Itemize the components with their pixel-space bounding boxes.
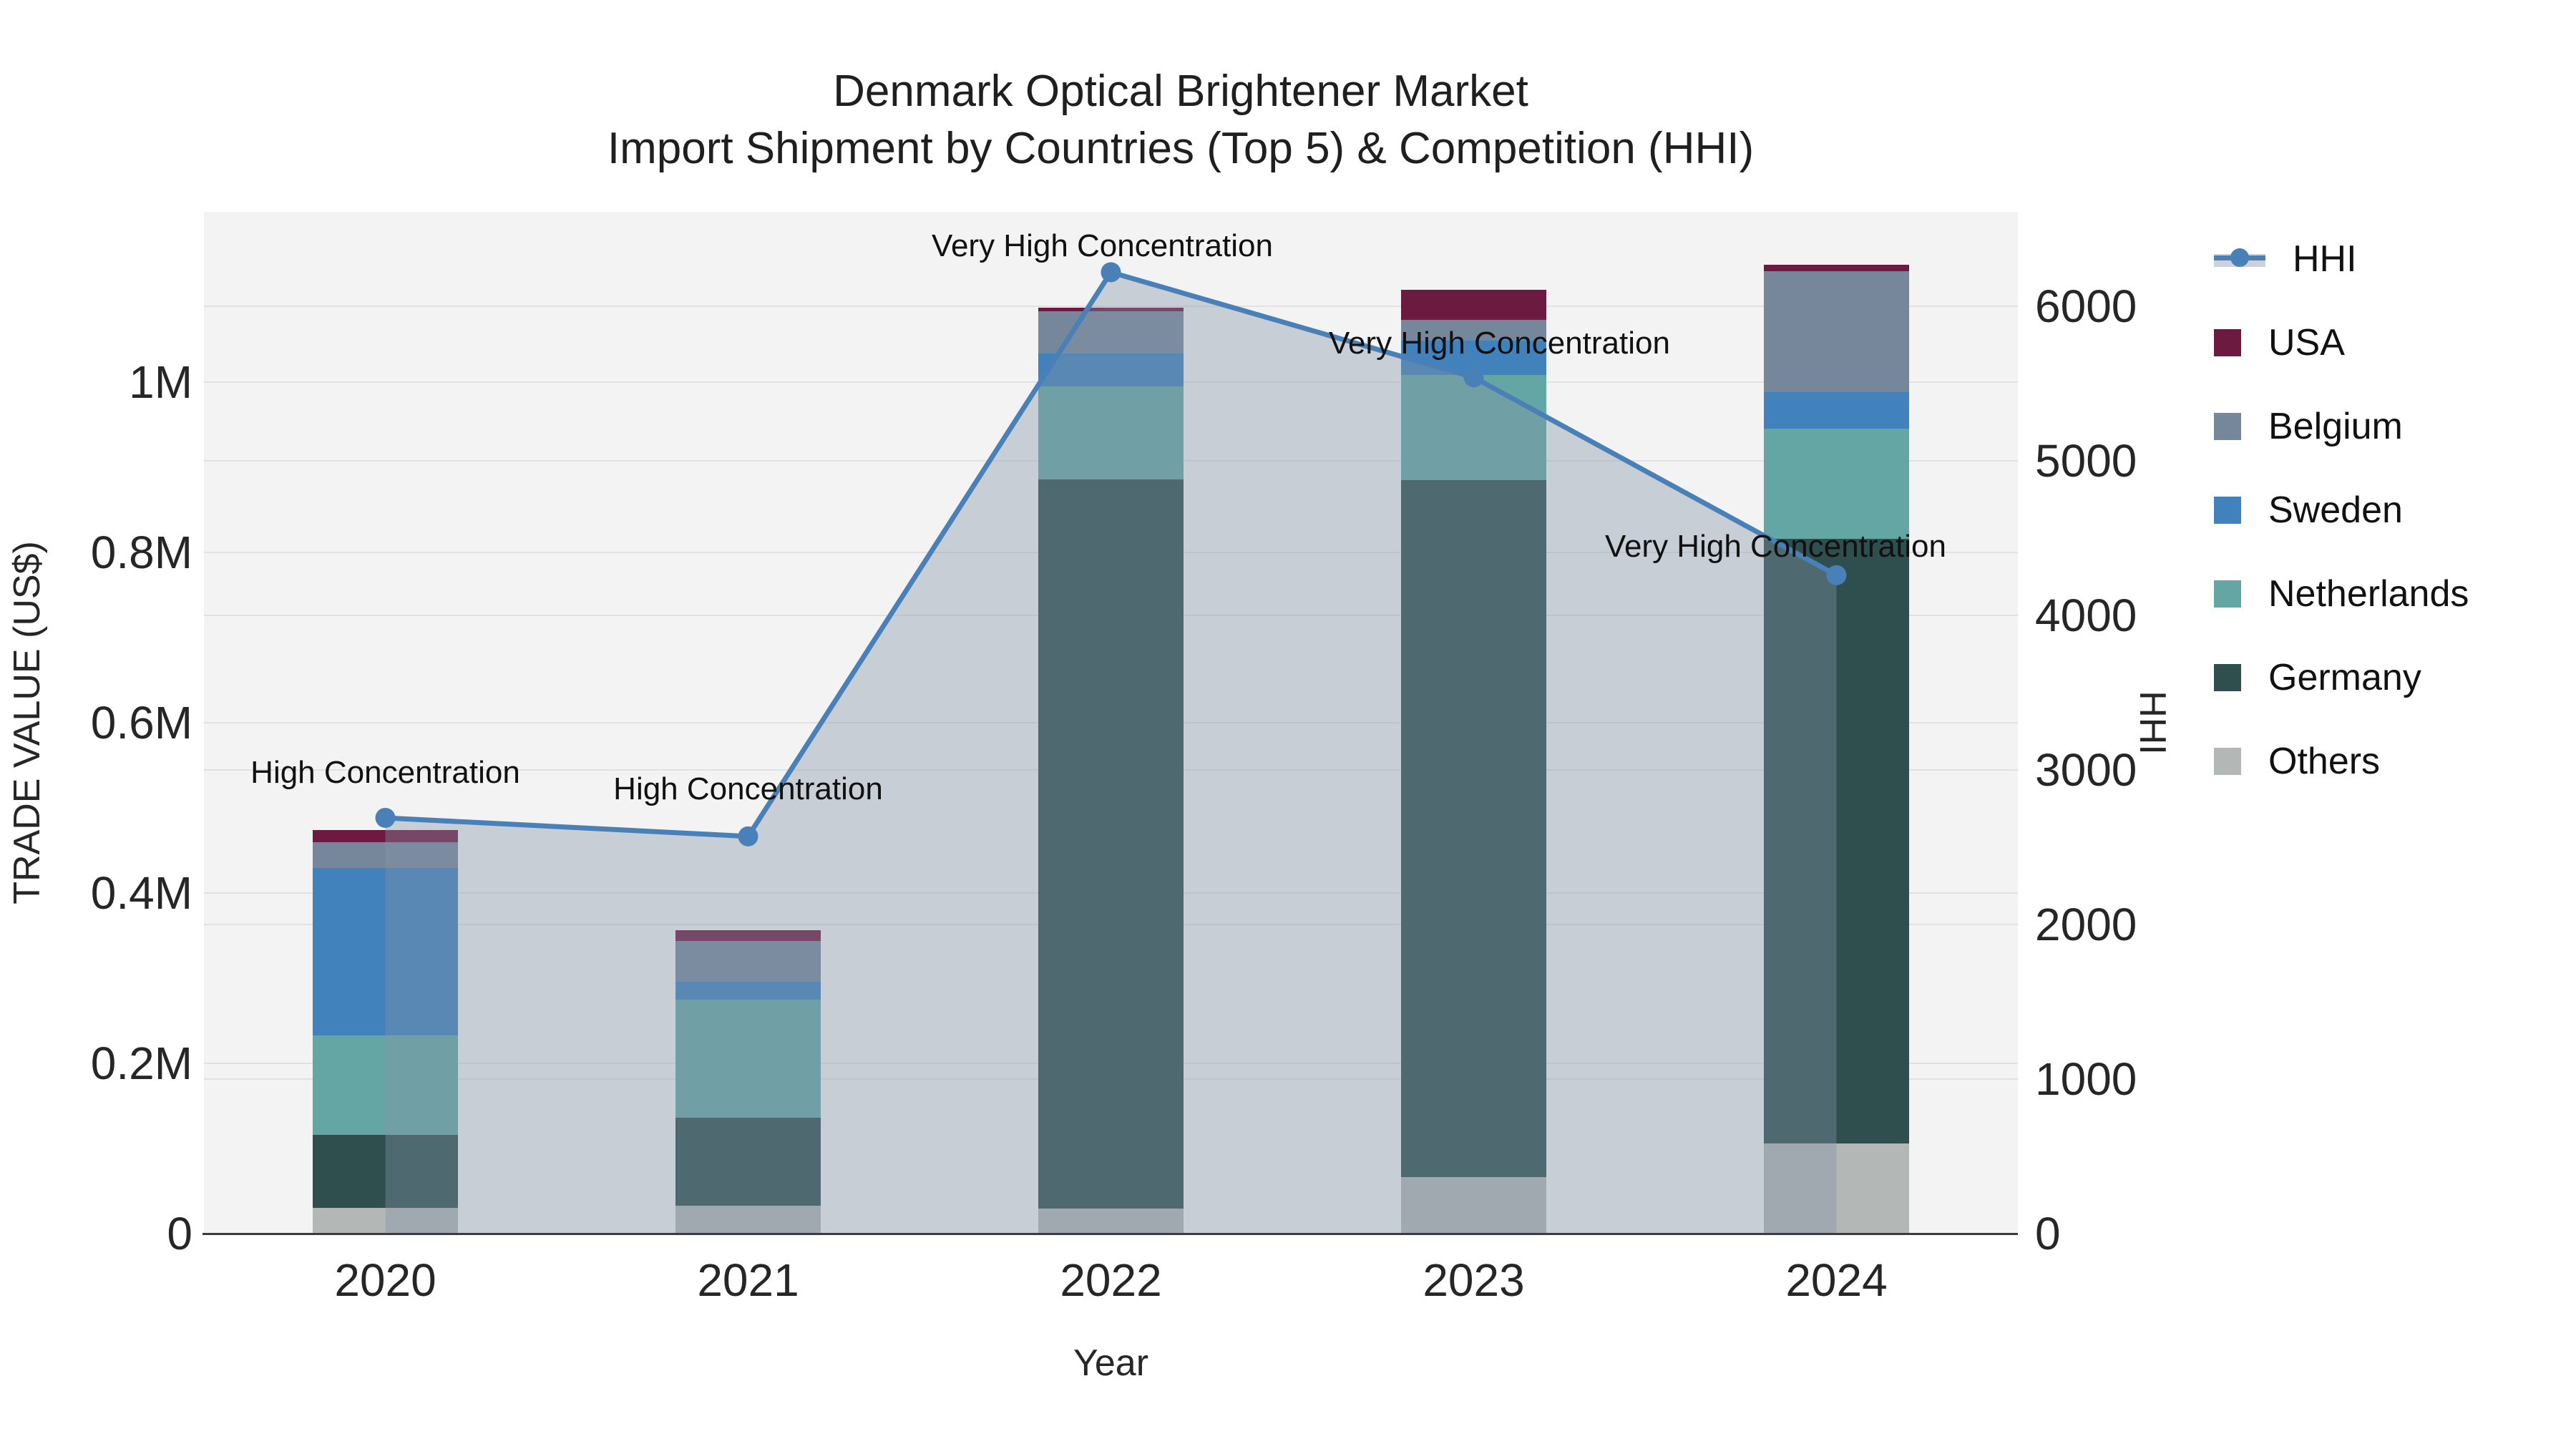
- x-tick-2021: 2021: [697, 1254, 799, 1306]
- bar-segment-germany-2022[interactable]: [1038, 479, 1184, 1209]
- annotation-2024: Very High Concentration: [1605, 528, 1946, 564]
- annotation-2023: Very High Concentration: [1329, 326, 1670, 361]
- chart-title-line1: Denmark Optical Brightener Market: [833, 67, 1528, 116]
- legend-label-germany: Germany: [2268, 657, 2421, 698]
- bar-segment-usa-2021[interactable]: [675, 930, 821, 941]
- hhi-marker-2024[interactable]: [1826, 565, 1847, 585]
- legend-swatch-germany: [2214, 664, 2241, 691]
- bar-segment-others-2020[interactable]: [313, 1208, 458, 1234]
- x-axis-line: [203, 1233, 2018, 1235]
- legend-item-sweden[interactable]: Sweden: [2214, 489, 2469, 532]
- legend: HHI USA Belgium Sweden Netherlands Germany Oth…: [2214, 238, 2469, 824]
- bar-segment-usa-2022[interactable]: [1038, 308, 1184, 312]
- y-left-tick-0.4M: 0.4M: [90, 867, 192, 919]
- bar-segment-belgium-2020[interactable]: [313, 841, 458, 869]
- x-tick-2022: 2022: [1060, 1254, 1162, 1306]
- bar-segment-usa-2023[interactable]: [1401, 290, 1546, 321]
- bar-segment-netherlands-2020[interactable]: [313, 1035, 458, 1135]
- legend-label-usa: USA: [2268, 322, 2345, 364]
- y-right-tick-2000: 2000: [2035, 898, 2137, 950]
- hhi-marker-2022[interactable]: [1101, 262, 1121, 283]
- hhi-marker-sample: [2230, 248, 2249, 267]
- annotation-2022: Very High Concentration: [932, 228, 1273, 264]
- legend-item-usa[interactable]: USA: [2214, 321, 2469, 364]
- x-tick-2024: 2024: [1785, 1254, 1888, 1306]
- hhi-line-sample-icon: [2214, 245, 2265, 273]
- bar-segment-usa-2024[interactable]: [1764, 264, 1909, 272]
- bar-segment-germany-2020[interactable]: [313, 1134, 458, 1209]
- legend-swatch-usa: [2214, 329, 2241, 356]
- bar-segment-netherlands-2021[interactable]: [675, 999, 821, 1118]
- legend-swatch-sweden: [2214, 497, 2241, 524]
- x-tick-2023: 2023: [1423, 1254, 1525, 1306]
- y-left-tick-0.6M: 0.6M: [90, 697, 192, 748]
- legend-swatch-netherlands: [2214, 580, 2241, 608]
- legend-swatch-others: [2214, 748, 2241, 775]
- hhi-line-layer: [375, 262, 1847, 1234]
- hhi-area-fill: [385, 272, 1837, 1234]
- annotation-2020: High Concentration: [250, 754, 520, 790]
- legend-item-others[interactable]: Others: [2214, 740, 2469, 783]
- bar-segment-sweden-2021[interactable]: [675, 981, 821, 1000]
- bar-segment-sweden-2022[interactable]: [1038, 353, 1184, 386]
- bar-segment-others-2024[interactable]: [1764, 1143, 1909, 1234]
- legend-item-belgium[interactable]: Belgium: [2214, 405, 2469, 448]
- hhi-marker-2023[interactable]: [1463, 367, 1484, 388]
- bar-segment-sweden-2024[interactable]: [1764, 392, 1909, 429]
- legend-item-germany[interactable]: Germany: [2214, 656, 2469, 699]
- chart-title-line2: Import Shipment by Countries (Top 5) & C…: [607, 124, 1755, 173]
- annotation-2021: High Concentration: [613, 771, 883, 806]
- bar-segment-germany-2023[interactable]: [1401, 479, 1546, 1178]
- bar-segment-others-2021[interactable]: [675, 1205, 821, 1234]
- y-left-tick-0.2M: 0.2M: [90, 1038, 192, 1089]
- y-right-tick-6000: 6000: [2035, 280, 2137, 332]
- legend-label-hhi: HHI: [2293, 238, 2357, 280]
- plot-area: High Concentration High Concentration Very…: [204, 212, 2018, 1234]
- bar-segment-netherlands-2023[interactable]: [1401, 375, 1546, 480]
- x-axis-title: Year: [1073, 1342, 1149, 1384]
- bar-segment-others-2023[interactable]: [1401, 1177, 1546, 1234]
- legend-label-others: Others: [2268, 741, 2381, 782]
- bar-segment-netherlands-2022[interactable]: [1038, 386, 1184, 479]
- y-right-tick-5000: 5000: [2035, 434, 2137, 487]
- legend-item-netherlands[interactable]: Netherlands: [2214, 572, 2469, 615]
- bar-segment-belgium-2021[interactable]: [675, 940, 821, 982]
- legend-label-belgium: Belgium: [2268, 406, 2403, 447]
- gridline-right-6000: [204, 305, 2018, 307]
- y-left-tick-0: 0: [167, 1208, 192, 1259]
- y-left-tick-0.8M: 0.8M: [90, 527, 192, 578]
- legend-swatch-belgium: [2214, 413, 2241, 440]
- y-right-tick-4000: 4000: [2035, 589, 2137, 641]
- bar-segment-sweden-2020[interactable]: [313, 868, 458, 1035]
- legend-item-hhi[interactable]: HHI: [2214, 238, 2469, 280]
- bar-segment-others-2022[interactable]: [1038, 1209, 1184, 1234]
- hhi-marker-2020[interactable]: [375, 807, 396, 828]
- bar-segment-germany-2021[interactable]: [675, 1118, 821, 1206]
- legend-label-netherlands: Netherlands: [2268, 573, 2469, 615]
- legend-label-sweden: Sweden: [2268, 489, 2403, 531]
- y-left-tick-1M: 1M: [129, 356, 192, 408]
- bar-segment-netherlands-2024[interactable]: [1764, 429, 1909, 539]
- bar-segment-germany-2024[interactable]: [1764, 538, 1909, 1143]
- bar-segment-belgium-2023[interactable]: [1401, 320, 1546, 341]
- bar-segment-belgium-2024[interactable]: [1764, 271, 1909, 393]
- x-tick-2020: 2020: [334, 1254, 436, 1306]
- y-axis-right-title: HHI: [2132, 691, 2173, 755]
- y-right-tick-0: 0: [2035, 1208, 2061, 1259]
- y-right-tick-1000: 1000: [2035, 1053, 2137, 1105]
- hhi-marker-2021[interactable]: [738, 826, 758, 847]
- y-right-tick-3000: 3000: [2035, 743, 2137, 796]
- bar-segment-usa-2020[interactable]: [313, 829, 458, 842]
